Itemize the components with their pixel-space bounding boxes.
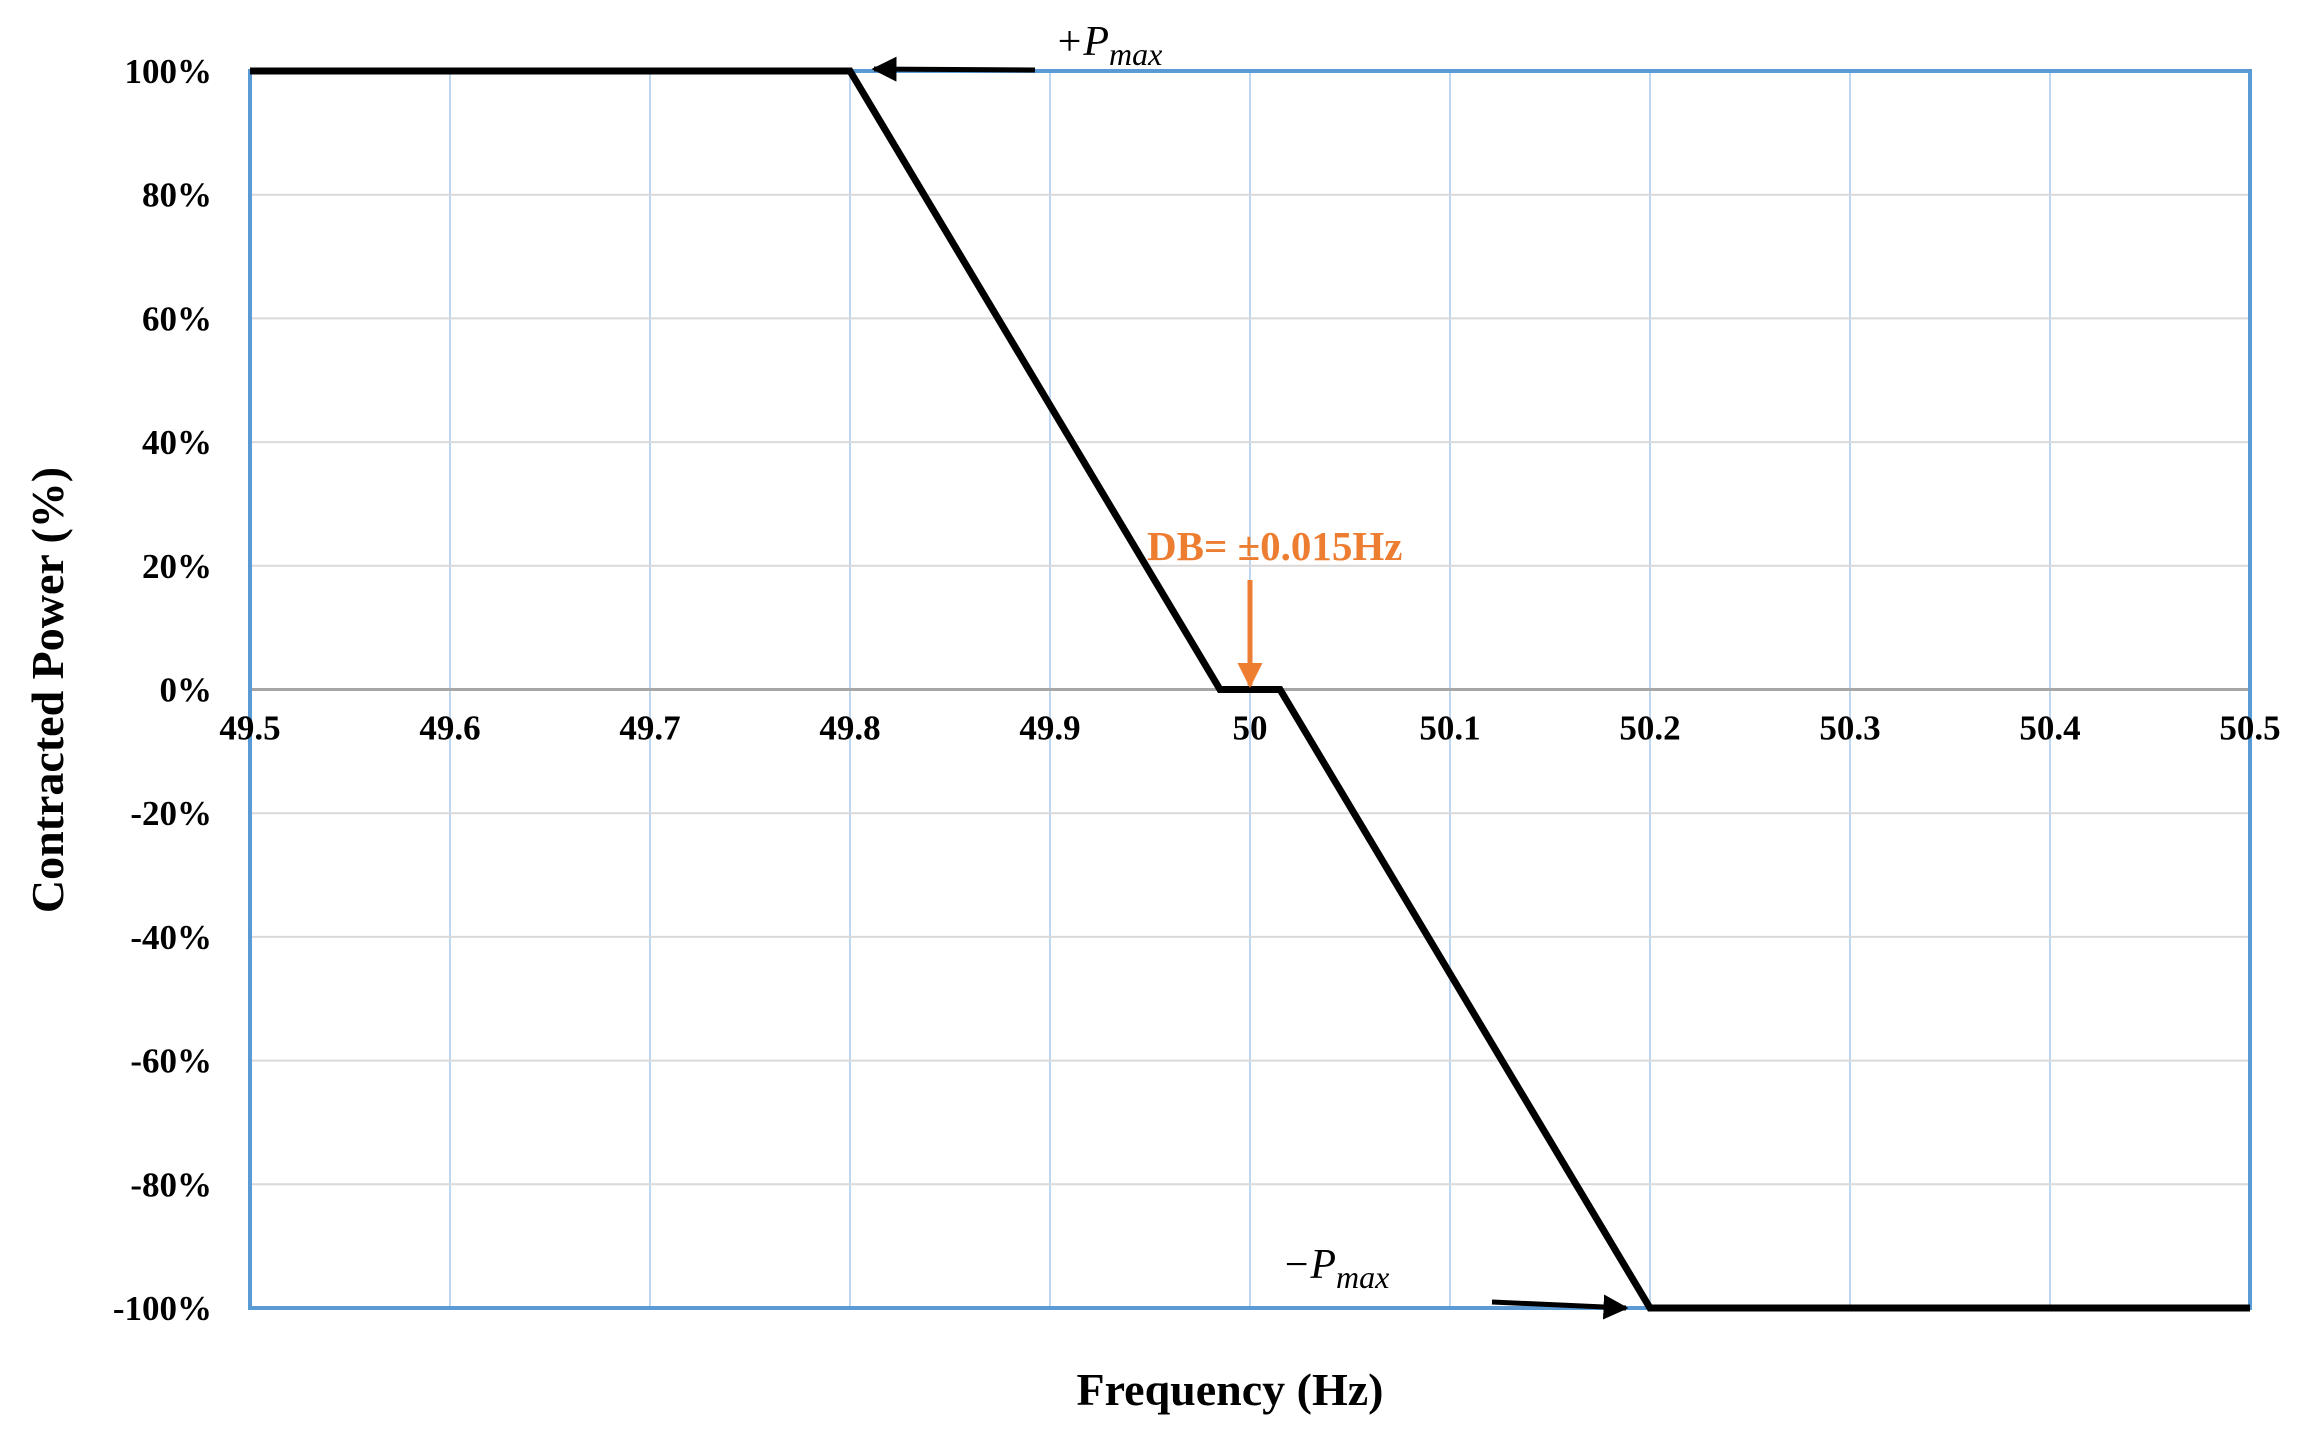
x-tick-label: 49.8 — [819, 709, 880, 748]
y-tick-label: -80% — [130, 1165, 212, 1204]
x-tick-label: 49.6 — [419, 709, 480, 748]
droop-curve-line — [250, 67, 2250, 1312]
x-tick-label: 50.2 — [1619, 709, 1680, 748]
y-tick-label: -60% — [130, 1042, 212, 1081]
y-tick-label: 80% — [142, 176, 212, 215]
y-tick-label: 60% — [142, 299, 212, 338]
pmax-positive-arrow — [871, 56, 1036, 82]
x-tick-label: 50 — [1233, 709, 1268, 748]
y-tick-label: -20% — [130, 794, 212, 833]
x-axis-tick-labels: 49.5 49.6 49.7 49.8 49.9 50 50.1 50.2 50.3 50.4 50… — [219, 709, 2280, 748]
y-tick-label: -40% — [130, 918, 212, 957]
x-tick-label: 50.5 — [2219, 709, 2280, 748]
deadband-label: DB= ±0.015Hz — [1147, 523, 1402, 569]
y-axis-title: Contracted Power (%) — [22, 467, 73, 913]
x-tick-label: 50.1 — [1419, 709, 1480, 748]
x-axis-title: Frequency (Hz) — [1076, 1364, 1383, 1415]
y-tick-label: 20% — [142, 547, 212, 586]
annotations: +Pmax −Pmax DB= ±0.015Hz — [871, 19, 1629, 1320]
y-tick-label: 40% — [142, 423, 212, 462]
x-tick-label: 50.3 — [1819, 709, 1880, 748]
y-tick-label: 0% — [160, 671, 213, 710]
y-tick-label: -100% — [113, 1289, 212, 1328]
x-tick-label: 49.7 — [619, 709, 680, 748]
x-tick-label: 49.5 — [219, 709, 280, 748]
plot-frame — [248, 69, 2252, 1310]
x-tick-label: 49.9 — [1019, 709, 1080, 748]
series-lines — [250, 67, 2250, 1312]
pmax-positive-label: +Pmax — [1055, 19, 1162, 72]
pmax-negative-arrow — [1491, 1294, 1629, 1320]
x-tick-label: 50.4 — [2019, 709, 2080, 748]
y-tick-label: 100% — [125, 52, 213, 91]
y-axis-tick-labels: 100% 80% 60% 40% 20% 0% -20% -40% -60% -80% -100% — [113, 52, 212, 1328]
pmax-negative-label: −Pmax — [1282, 1242, 1389, 1295]
